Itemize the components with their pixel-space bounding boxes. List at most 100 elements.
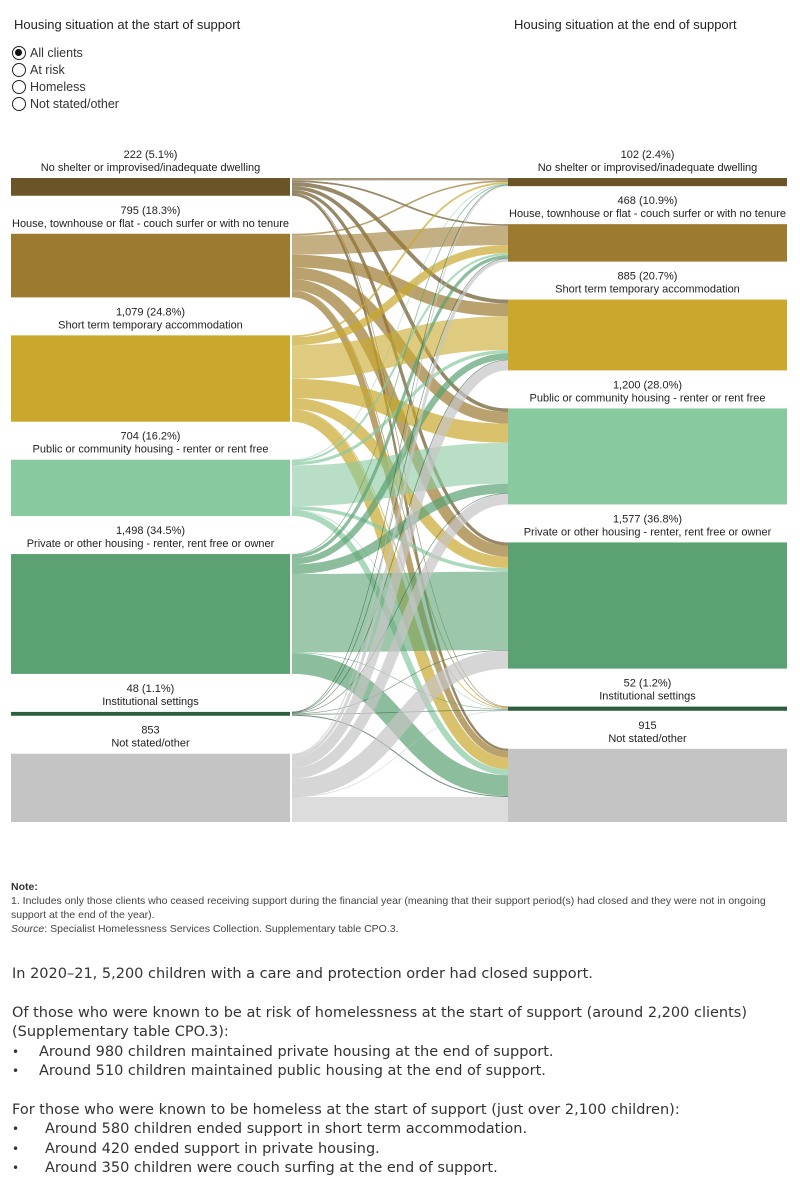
target-node-label: Short term temporary accommodation <box>555 284 740 296</box>
source-node-bar[interactable] <box>11 459 290 517</box>
flow-link[interactable] <box>291 258 509 713</box>
radio-selected-icon <box>12 45 26 60</box>
radio-label: All clients <box>30 45 83 60</box>
flow-link[interactable] <box>291 183 509 461</box>
source-node-bar[interactable] <box>11 554 290 674</box>
list-item: Around 580 children ended support in sho… <box>12 1120 782 1140</box>
flow-link[interactable] <box>291 650 509 797</box>
at-risk-list: Around 980 children maintained private h… <box>12 1043 782 1082</box>
source-node-value: 1,079 (24.8%) <box>116 306 185 318</box>
flow-link[interactable] <box>291 359 509 713</box>
note-title: Note: <box>11 881 38 893</box>
target-node-value: 102 (2.4%) <box>621 149 675 161</box>
flow-link[interactable] <box>291 714 509 798</box>
flow-link[interactable] <box>291 258 509 758</box>
radio-label: At risk <box>30 62 65 77</box>
flow-link[interactable] <box>291 255 509 559</box>
target-node-value: 1,577 (36.8%) <box>613 513 682 525</box>
housing-sankey-chart: 222 (5.1%)No shelter or improvised/inade… <box>11 149 787 823</box>
flow-link[interactable] <box>291 180 509 236</box>
source-node-bar[interactable] <box>11 233 290 298</box>
source-node-label: No shelter or improvised/inadequate dwel… <box>41 162 261 174</box>
target-node-bar[interactable] <box>508 224 787 262</box>
homeless-list: Around 580 children ended support in sho… <box>12 1120 782 1179</box>
flow-link[interactable] <box>291 353 509 565</box>
radio-unselected-icon <box>12 96 26 111</box>
source-node-value: 1,498 (34.5%) <box>116 525 185 537</box>
target-node-bar[interactable] <box>508 408 787 505</box>
radio-label: Not stated/other <box>30 96 119 111</box>
flow-link[interactable] <box>291 189 509 546</box>
flow-link[interactable] <box>291 290 509 708</box>
list-item: Around 510 children maintained public ho… <box>12 1062 782 1082</box>
target-node-label: Institutional settings <box>599 691 696 703</box>
flow-link[interactable] <box>291 483 509 575</box>
target-node-bar[interactable] <box>508 178 787 187</box>
flow-link[interactable] <box>291 254 509 317</box>
radio-unselected-icon <box>12 62 26 77</box>
source-node-value: 795 (18.3%) <box>121 205 181 217</box>
source-node-bar[interactable] <box>11 711 290 716</box>
note-source: Source: Specialist Homelessness Services… <box>11 922 786 936</box>
target-node-value: 1,200 (28.0%) <box>613 379 682 391</box>
flow-link[interactable] <box>291 184 509 713</box>
source-node-label: Not stated/other <box>111 738 190 750</box>
flow-link[interactable] <box>291 182 509 338</box>
target-node-value: 915 <box>638 720 656 732</box>
radio-not-stated[interactable]: Not stated/other <box>12 95 119 112</box>
flow-link[interactable] <box>291 493 509 714</box>
target-node-value: 468 (10.9%) <box>618 195 678 207</box>
target-node-label: Private or other housing - renter, rent … <box>524 526 772 538</box>
flow-link[interactable] <box>291 360 509 768</box>
radio-at-risk[interactable]: At risk <box>12 61 119 78</box>
source-node-value: 704 (16.2%) <box>121 431 181 443</box>
list-item: Around 420 ended support in private hous… <box>12 1140 782 1160</box>
target-node-bar[interactable] <box>508 542 787 669</box>
source-node-bar[interactable] <box>11 335 290 422</box>
flow-link[interactable] <box>291 710 509 798</box>
flow-link[interactable] <box>291 245 509 346</box>
flow-link[interactable] <box>291 506 509 572</box>
flow-link[interactable] <box>291 185 509 755</box>
flow-link[interactable] <box>291 652 509 710</box>
target-node-bar[interactable] <box>508 299 787 371</box>
source-node-label: Private or other housing - renter, rent … <box>27 538 275 550</box>
summary-paragraph: For those who were known to be homeless … <box>12 1101 680 1118</box>
node-bars <box>11 178 787 822</box>
target-node-value: 885 (20.7%) <box>618 271 678 283</box>
source-node-label: Public or community housing - renter or … <box>33 444 269 456</box>
flow-link[interactable] <box>291 180 509 226</box>
client-type-filter: All clients At risk Homeless Not stated/… <box>12 44 119 112</box>
flow-link[interactable] <box>291 184 509 555</box>
target-node-label: No shelter or improvised/inadequate dwel… <box>538 162 758 174</box>
radio-unselected-icon <box>12 79 26 94</box>
summary-text: In 2020–21, 5,200 children with a care a… <box>12 965 782 1179</box>
flow-link[interactable] <box>291 225 509 255</box>
target-node-label: Public or community housing - renter or … <box>530 392 766 404</box>
source-node-value: 853 <box>141 725 159 737</box>
flow-links <box>291 177 509 823</box>
radio-homeless[interactable]: Homeless <box>12 78 119 95</box>
target-node-label: Not stated/other <box>608 733 687 745</box>
flow-link[interactable] <box>291 253 509 463</box>
source-node-bar[interactable] <box>11 178 290 196</box>
flow-link[interactable] <box>291 571 509 653</box>
radio-all-clients[interactable]: All clients <box>12 44 119 61</box>
target-node-bar[interactable] <box>508 706 787 711</box>
summary-paragraph: Of those who were known to be at risk of… <box>12 1004 748 1041</box>
radio-label: Homeless <box>30 79 86 94</box>
flow-link[interactable] <box>291 493 509 779</box>
flow-link[interactable] <box>291 316 509 379</box>
flow-link[interactable] <box>291 442 509 507</box>
source-node-label: Short term temporary accommodation <box>58 319 243 331</box>
end-situation-title: Housing situation at the end of support <box>514 17 737 32</box>
summary-paragraph: In 2020–21, 5,200 children with a care a… <box>12 966 593 982</box>
target-node-label: House, townhouse or flat - couch surfer … <box>509 208 786 220</box>
flow-link[interactable] <box>291 650 509 714</box>
list-item: Around 350 children were couch surfing a… <box>12 1159 782 1179</box>
source-node-bar[interactable] <box>11 753 290 822</box>
target-node-bar[interactable] <box>508 748 787 822</box>
source-node-value: 222 (5.1%) <box>124 149 178 161</box>
note-line: 1. Includes only those clients who cease… <box>11 895 766 921</box>
chart-note: Note: 1. Includes only those clients who… <box>11 880 786 936</box>
